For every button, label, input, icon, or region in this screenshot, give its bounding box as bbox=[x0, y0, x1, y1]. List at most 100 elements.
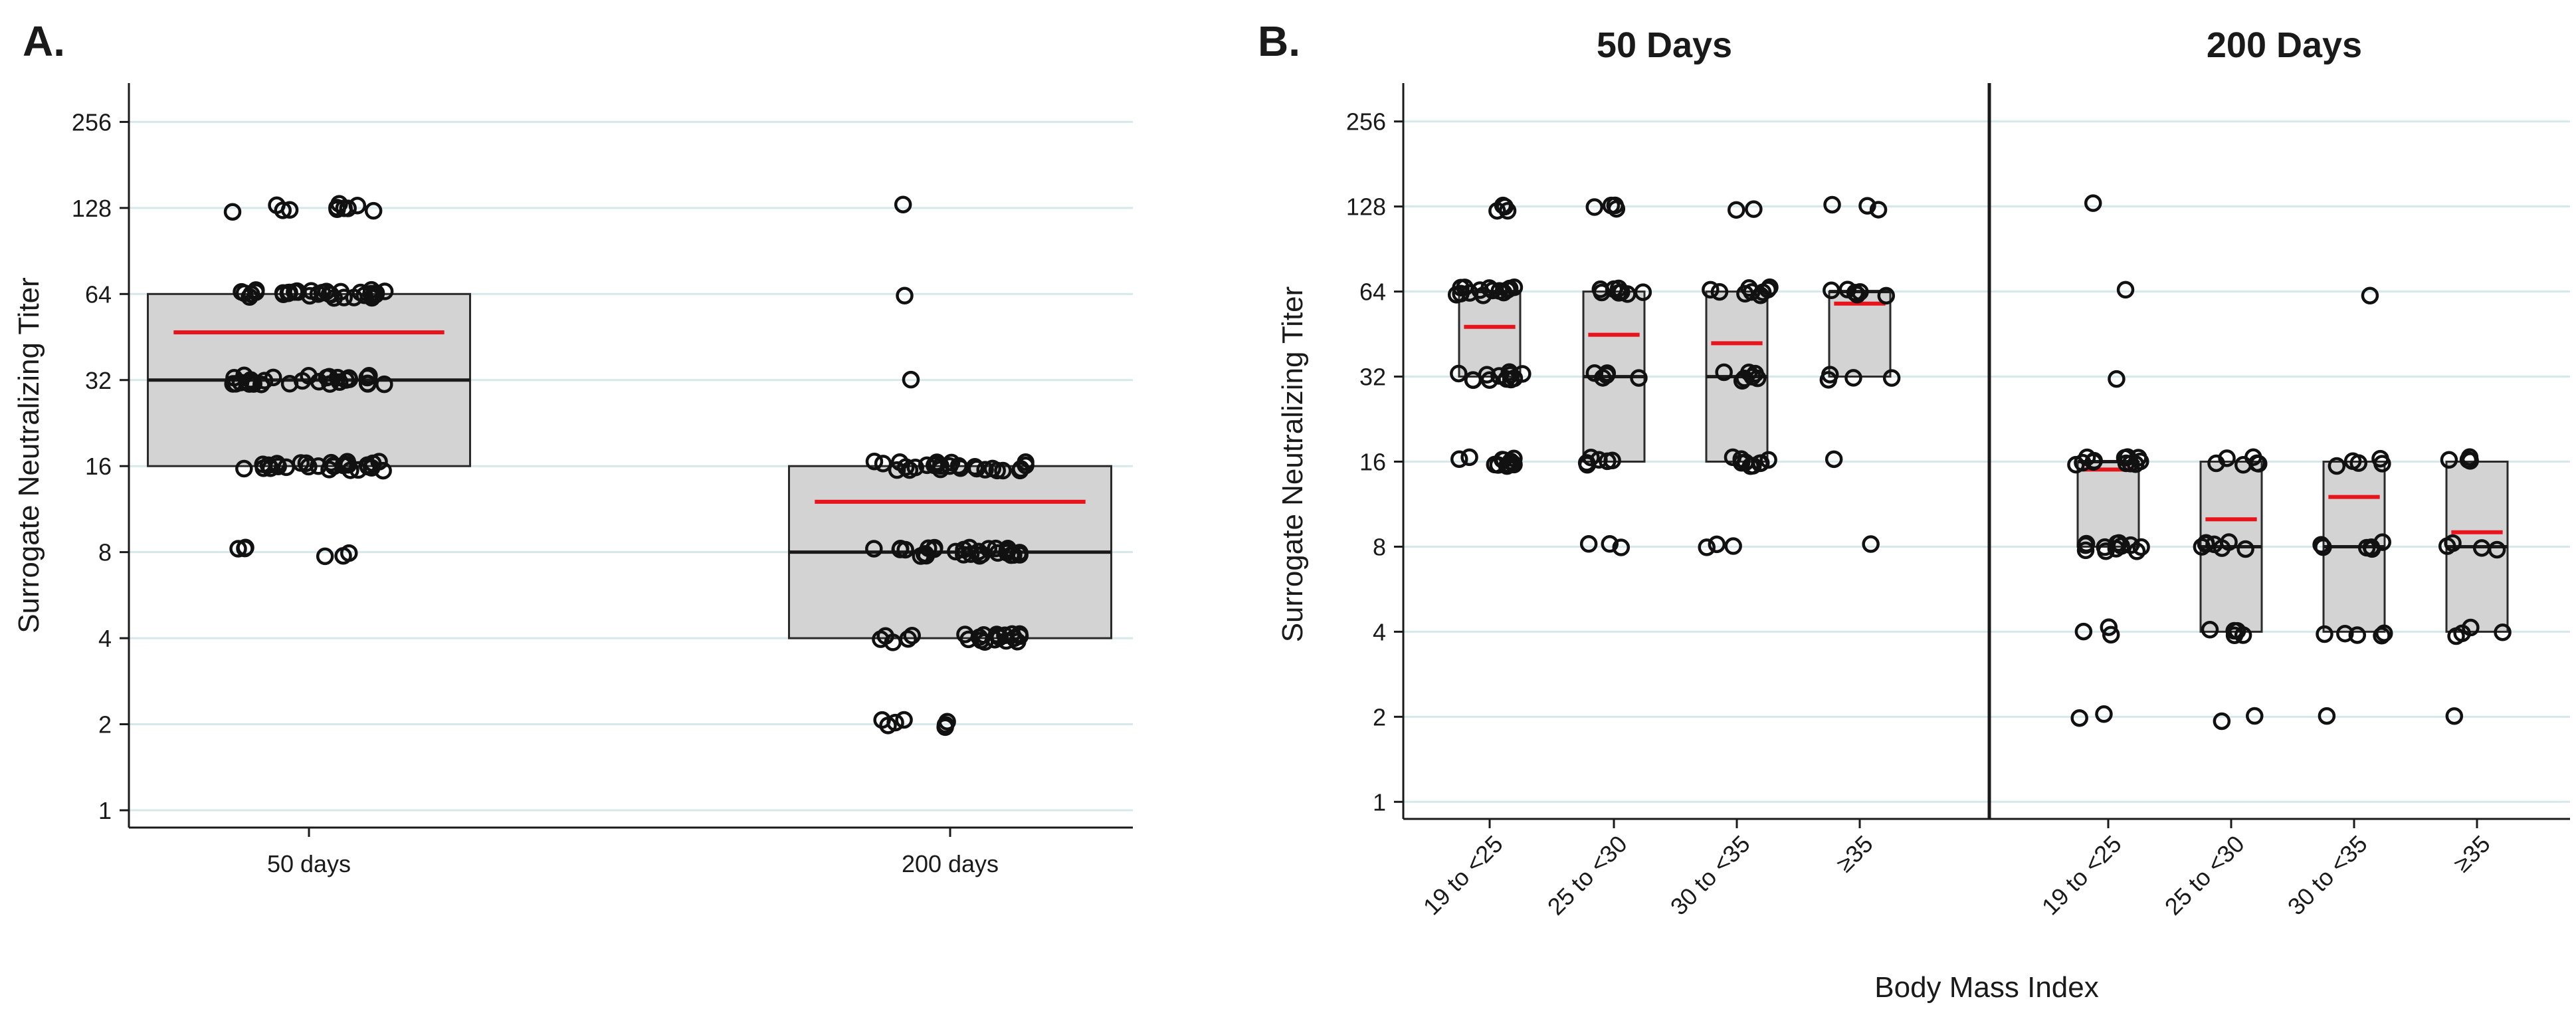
panel-a-series-0-point bbox=[375, 283, 394, 300]
panel-b-xtick-label: ≥35 bbox=[2448, 830, 2495, 877]
panel-b-ytick-label: 256 bbox=[1346, 108, 1386, 136]
panel-b-group-title: 200 Days bbox=[2207, 25, 2362, 65]
panel-b-series-1-point bbox=[1630, 369, 1648, 387]
panel-b-series-3-point bbox=[1823, 195, 1841, 214]
panel-a-series-0-point bbox=[360, 367, 378, 385]
panel-b-series-0-point bbox=[1460, 448, 1478, 467]
panel-b-series-1-point bbox=[1612, 538, 1631, 556]
panel-a-series-0-point bbox=[280, 375, 299, 393]
panel-b-series-2-point bbox=[1751, 286, 1769, 304]
panel-a-series-0-point bbox=[321, 375, 339, 393]
panel-b-series-4-point bbox=[2116, 281, 2135, 299]
panel-a-series-0-point bbox=[297, 454, 316, 473]
panel-b-series-1-point bbox=[1599, 452, 1617, 471]
panel-b-series-1-point bbox=[1601, 535, 1619, 553]
panel-b-series-1-point bbox=[1606, 196, 1625, 215]
panel-a-series-0-point bbox=[264, 368, 282, 387]
panel-b-y-axis-title: Surrogate Neutralizing Titer bbox=[1276, 286, 1309, 643]
panel-b-series-7-point bbox=[2494, 623, 2512, 641]
panel-b-series-2-point bbox=[1744, 457, 1762, 475]
panel-b-series-5-point bbox=[2236, 540, 2254, 558]
panel-b-series-2-point bbox=[1732, 453, 1751, 472]
panel-a-series-1-point bbox=[979, 540, 998, 558]
panel-a-ytick-label: 1 bbox=[98, 797, 112, 824]
panel-b-series-7-point bbox=[2445, 707, 2464, 725]
panel-b-series-2-point bbox=[1743, 283, 1761, 301]
panel-b-series-7-point bbox=[2444, 534, 2462, 552]
panel-a-series-1-point bbox=[915, 545, 934, 563]
panel-a-series-1-point bbox=[895, 711, 913, 729]
panel-b-series-4-point bbox=[2070, 709, 2088, 727]
panel-b-series-0-point bbox=[1450, 450, 1468, 469]
panel-a-series-0-point bbox=[340, 370, 359, 388]
panel-a-series-0-point bbox=[328, 199, 346, 217]
panel-b-series-0-point bbox=[1474, 286, 1492, 304]
panel-a-series-0-point bbox=[247, 281, 265, 299]
panel-b-xtick-label: 25 to <30 bbox=[1542, 830, 1633, 921]
panel-b-ytick-label: 16 bbox=[1359, 449, 1386, 476]
panel-b-series-3-point bbox=[1819, 371, 1838, 389]
panel-b-series-5-point bbox=[2225, 626, 2244, 644]
panel-b-series-4-point bbox=[2122, 536, 2140, 554]
panel-a-series-0-point bbox=[280, 201, 299, 219]
panel-a-series-1-point bbox=[902, 370, 920, 389]
panel-a-series-0-point bbox=[313, 283, 332, 302]
panel-a-series-1-point bbox=[888, 461, 906, 479]
panel-a-series-0-point bbox=[274, 284, 292, 302]
panel-a-ytick-label: 4 bbox=[98, 625, 112, 652]
panel-a-series-1-point bbox=[874, 455, 892, 473]
panel-a-series-1-point bbox=[983, 459, 1002, 478]
panel-b-series-1-point bbox=[1590, 451, 1608, 469]
panel-b-series-6-point bbox=[2373, 626, 2391, 645]
panel-b-series-6-point bbox=[2336, 624, 2354, 643]
panel-b-series-0-point bbox=[1447, 286, 1466, 304]
panel-a-xtick-label: 50 days bbox=[267, 850, 351, 877]
panel-a-series-0-point bbox=[364, 201, 383, 220]
panel-b-series-6-point bbox=[2314, 538, 2332, 556]
panel-b-series-1-point bbox=[1585, 198, 1603, 216]
panel-a-series-1-point bbox=[1011, 461, 1029, 480]
panel-a-series-0-point bbox=[274, 201, 292, 219]
panel-b-xtick-label: 19 to <25 bbox=[2036, 830, 2127, 921]
panel-b-series-2-point bbox=[1743, 368, 1761, 386]
panel-b-series-7-point bbox=[2472, 539, 2491, 557]
panel-a-series-0-point bbox=[237, 538, 254, 557]
panel-a-series-1-point bbox=[900, 461, 919, 479]
panel-a-series-0-point bbox=[375, 375, 393, 394]
panel-b-series-6-point bbox=[2348, 626, 2367, 644]
panel-a-series-1-point bbox=[955, 546, 973, 564]
panel-b-series-2-point bbox=[1745, 200, 1763, 218]
panel-b-series-0-point bbox=[1450, 364, 1468, 383]
panel-b-group-title: 50 Days bbox=[1597, 25, 1732, 65]
panel-a-series-0-point bbox=[235, 284, 254, 302]
panel-b-series-3-point bbox=[1825, 450, 1843, 469]
panel-a-series-1-point bbox=[865, 540, 883, 558]
panel-b-series-2-point bbox=[1708, 535, 1726, 554]
panel-b-letter: B. bbox=[1258, 17, 1300, 65]
panel-b-series-4-point bbox=[2110, 534, 2128, 552]
panel-b-series-5-point bbox=[2207, 454, 2225, 473]
panel-b-series-4-point bbox=[2108, 370, 2126, 388]
panel-b-series-6-point bbox=[2361, 286, 2379, 304]
panel-b-series-0-point bbox=[1498, 201, 1517, 220]
panel-b-series-0-point bbox=[1498, 281, 1517, 299]
panel-a-series-1-point bbox=[975, 633, 994, 651]
panel-b-series-3-point bbox=[1858, 197, 1876, 215]
panel-a-series-0-point bbox=[348, 196, 367, 215]
panel-b-series-4-point bbox=[2102, 625, 2120, 644]
panel-b-series-3-point bbox=[1869, 201, 1888, 219]
panel-b-series-4-point bbox=[2076, 541, 2095, 560]
panel-b-series-2-point bbox=[1702, 281, 1720, 299]
panel-b-series-0-point bbox=[1488, 201, 1506, 220]
panel-b-series-2-point bbox=[1724, 537, 1742, 555]
panel-a-series-1-point bbox=[941, 457, 959, 475]
panel-b-series-2-point bbox=[1724, 448, 1742, 467]
panel-a-series-0-point bbox=[316, 547, 334, 566]
panel-b-ytick-label: 2 bbox=[1373, 703, 1386, 731]
panel-a-series-0-point bbox=[320, 285, 339, 303]
panel-a-ytick-label: 64 bbox=[85, 281, 112, 308]
panel-b-series-6-point bbox=[2373, 533, 2391, 551]
panel-a-series-1-point bbox=[896, 286, 914, 305]
panel-b-xtick-label: ≥35 bbox=[1831, 830, 1878, 877]
